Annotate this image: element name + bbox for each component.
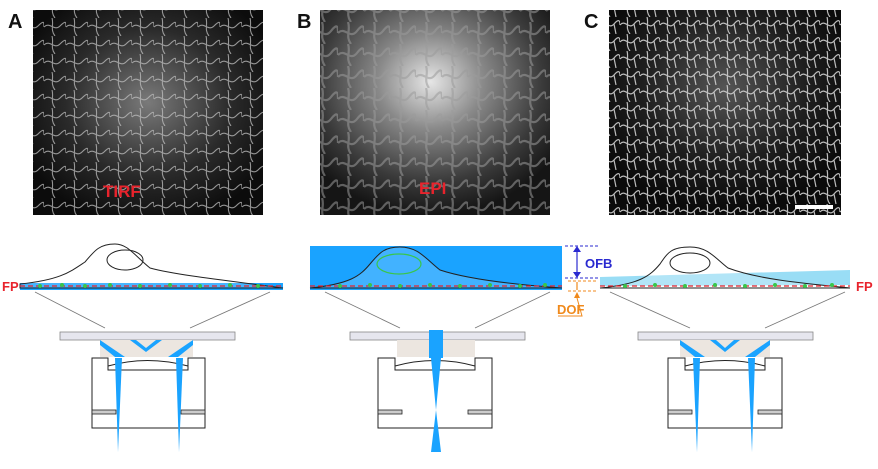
ofb-label: OFB <box>585 256 612 271</box>
schematic-processed <box>599 246 851 452</box>
panel-letter-a: A <box>8 11 22 33</box>
fluorophores <box>338 283 547 288</box>
schematic-epi <box>309 246 563 452</box>
objective <box>667 357 783 429</box>
excitation-volume <box>310 246 562 290</box>
micrograph-tirf <box>33 10 263 215</box>
scale-bar <box>795 205 833 209</box>
micrograph-epi <box>320 10 550 215</box>
nucleus <box>376 253 422 275</box>
cell-outline <box>599 246 851 289</box>
epi-label: EPI <box>419 179 446 198</box>
fp-label-right: FP <box>856 279 873 294</box>
coverslip <box>637 331 814 341</box>
micrograph-processed <box>609 10 841 215</box>
nucleus <box>669 252 711 274</box>
coverslip <box>59 331 236 341</box>
panel-letter-c: C <box>584 11 598 33</box>
dof-bracket <box>558 280 598 317</box>
excitation-layer <box>600 270 850 286</box>
fluorophores <box>38 283 260 288</box>
objective <box>91 357 206 429</box>
ofb-bracket <box>565 245 600 279</box>
cell-outline <box>19 243 284 289</box>
fluorophores <box>623 283 834 288</box>
fp-label-left: FP <box>2 279 19 294</box>
cell-outline <box>309 246 563 289</box>
dof-label: DOF <box>557 302 585 317</box>
tirf-label: TIRF <box>103 182 141 201</box>
nucleus <box>106 249 144 271</box>
schematic-tirf <box>19 243 284 452</box>
panel-letter-b: B <box>297 11 311 33</box>
